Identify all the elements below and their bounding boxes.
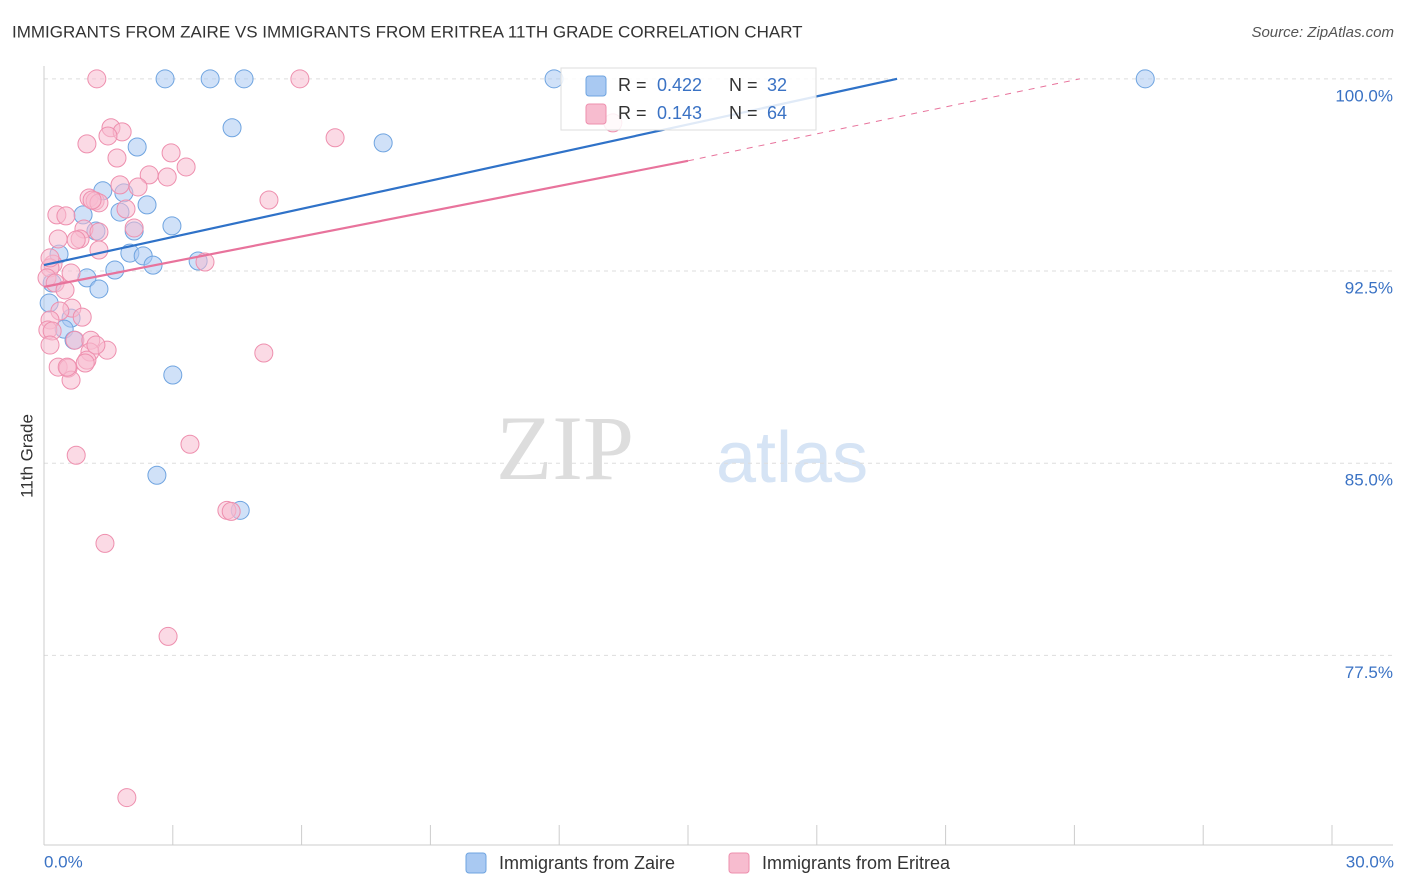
- point: [254, 343, 274, 363]
- point: [222, 118, 242, 138]
- point: [155, 69, 175, 89]
- point: [147, 465, 167, 485]
- legend-n-label: N =: [729, 103, 758, 123]
- chart-title: IMMIGRANTS FROM ZAIRE VS IMMIGRANTS FROM…: [12, 22, 803, 41]
- point: [107, 148, 127, 168]
- legend-r-value: 0.422: [657, 75, 702, 95]
- trend-line: [43, 159, 689, 288]
- legend-label: Immigrants from Eritrea: [762, 853, 951, 873]
- point: [48, 229, 68, 249]
- y-tick-label: 92.5%: [1345, 278, 1393, 297]
- watermark: atlas: [716, 418, 868, 498]
- point: [40, 335, 60, 355]
- point: [82, 190, 102, 210]
- legend-swatch: [585, 103, 607, 125]
- point: [127, 137, 147, 157]
- point: [234, 69, 254, 89]
- point: [137, 195, 157, 215]
- point: [56, 206, 76, 226]
- legend-r-value: 0.143: [657, 103, 702, 123]
- point: [66, 230, 86, 250]
- point: [95, 533, 115, 553]
- point: [325, 128, 345, 148]
- point: [162, 216, 182, 236]
- point: [373, 133, 393, 153]
- point: [259, 190, 279, 210]
- point: [65, 330, 85, 350]
- point: [87, 69, 107, 89]
- point: [55, 280, 75, 300]
- point: [161, 143, 181, 163]
- point: [176, 157, 196, 177]
- point: [158, 626, 178, 646]
- point: [77, 134, 97, 154]
- legend-r-label: R =: [618, 103, 647, 123]
- point: [180, 434, 200, 454]
- point: [105, 260, 125, 280]
- x-tick-label: 0.0%: [44, 852, 83, 871]
- point: [116, 199, 136, 219]
- legend-n-value: 32: [767, 75, 787, 95]
- point: [163, 365, 183, 385]
- point: [124, 218, 144, 238]
- point: [89, 240, 109, 260]
- point: [544, 69, 564, 89]
- point: [128, 177, 148, 197]
- y-tick-label: 85.0%: [1345, 471, 1393, 490]
- x-tick-label: 30.0%: [1346, 852, 1394, 871]
- y-tick-label: 100.0%: [1335, 86, 1393, 105]
- point: [57, 357, 77, 377]
- legend-r-label: R =: [618, 75, 647, 95]
- point: [221, 501, 241, 521]
- point: [66, 445, 86, 465]
- point: [1135, 69, 1155, 89]
- legend-swatch: [585, 75, 607, 97]
- legend-swatch: [728, 852, 750, 874]
- point: [200, 69, 220, 89]
- point: [117, 788, 137, 808]
- point: [195, 252, 215, 272]
- legend-swatch: [465, 852, 487, 874]
- point: [75, 353, 95, 373]
- legend-n-label: N =: [729, 75, 758, 95]
- point: [110, 175, 130, 195]
- point: [89, 279, 109, 299]
- y-tick-label: 77.5%: [1345, 663, 1393, 682]
- point: [86, 335, 106, 355]
- point: [72, 307, 92, 327]
- point: [157, 167, 177, 187]
- point: [89, 222, 109, 242]
- point: [290, 69, 310, 89]
- source: Source: ZipAtlas.com: [1251, 24, 1394, 41]
- y-axis-label: 11th Grade: [17, 414, 36, 498]
- legend-n-value: 64: [767, 103, 787, 123]
- point: [98, 126, 118, 146]
- legend-label: Immigrants from Zaire: [499, 853, 675, 873]
- watermark: ZIP: [496, 397, 634, 499]
